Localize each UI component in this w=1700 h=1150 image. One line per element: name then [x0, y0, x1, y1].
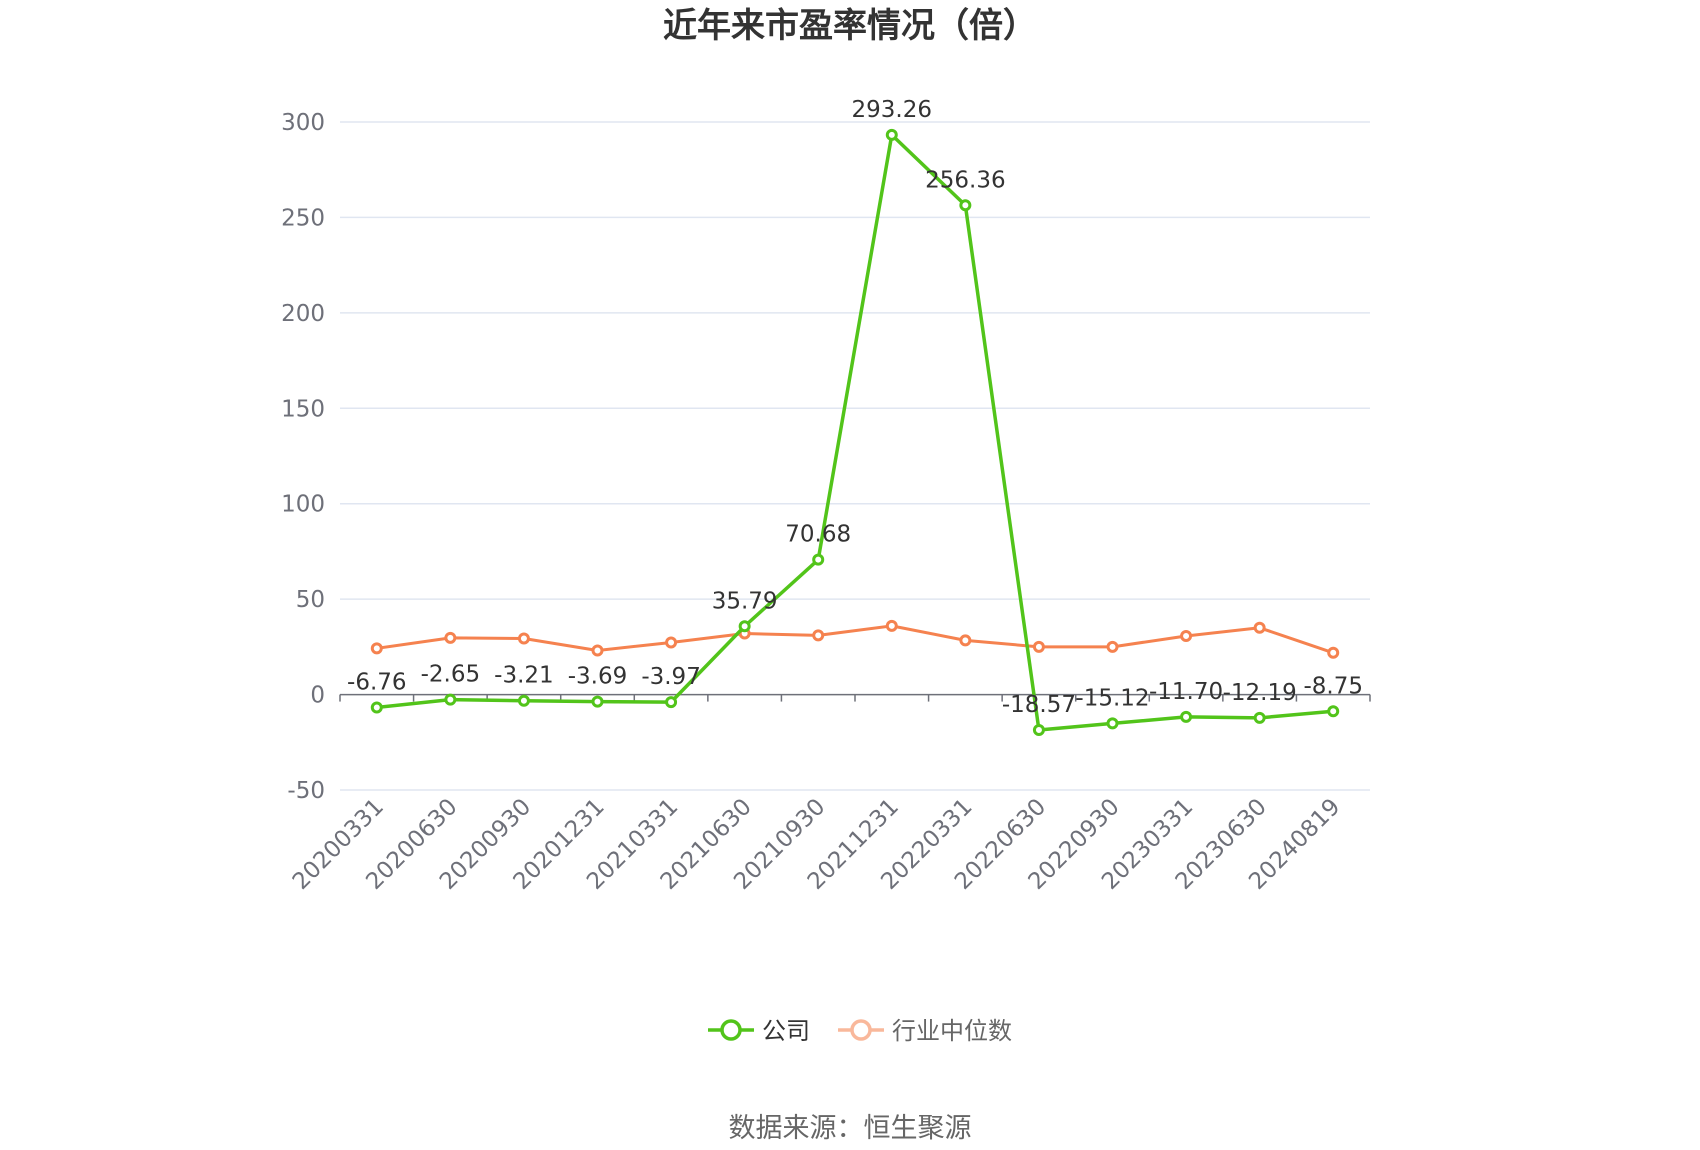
data-label: -12.19 — [1223, 680, 1297, 706]
data-point-industry-median[interactable] — [885, 619, 898, 632]
data-point-industry-median[interactable] — [591, 644, 604, 657]
series-layer — [370, 128, 1340, 737]
y-tick-label: 50 — [296, 587, 325, 613]
data-label: -8.75 — [1303, 673, 1363, 699]
data-point-company[interactable] — [1327, 705, 1340, 718]
data-labels: -6.76 -2.65 -3.21 -3.69 -3.97 35.79 70.68 293.2… — [347, 97, 1363, 718]
data-point-company[interactable] — [959, 199, 972, 212]
data-label: -2.65 — [421, 662, 481, 688]
source-note: 数据来源：恒生聚源 — [729, 1113, 972, 1144]
legend-circle-icon — [720, 1019, 742, 1041]
legend-label: 公司 — [762, 1017, 810, 1045]
data-label: 293.26 — [852, 97, 932, 123]
data-label: -18.57 — [1002, 692, 1076, 718]
data-point-industry-median[interactable] — [1032, 640, 1045, 653]
data-point-industry-median[interactable] — [370, 642, 383, 655]
data-point-company[interactable] — [1180, 710, 1193, 723]
x-axis-tick-labels: 2020033120200630202009302020123120210331… — [288, 794, 1346, 895]
data-point-company[interactable] — [885, 128, 898, 141]
x-axis — [339, 693, 1371, 702]
data-label: -3.21 — [494, 663, 554, 689]
data-label: 256.36 — [925, 167, 1005, 193]
data-label: 35.79 — [712, 588, 778, 614]
data-point-industry-median[interactable] — [1327, 646, 1340, 659]
data-label: -6.76 — [347, 669, 407, 695]
data-point-industry-median[interactable] — [812, 629, 825, 642]
legend-label: 行业中位数 — [892, 1017, 1012, 1045]
data-point-industry-median[interactable] — [517, 632, 530, 645]
data-point-company[interactable] — [812, 553, 825, 566]
data-point-company[interactable] — [370, 701, 383, 714]
data-point-company[interactable] — [1032, 724, 1045, 737]
grid-lines — [340, 121, 1370, 791]
series-line-company — [376, 133, 1334, 732]
data-point-company[interactable] — [1253, 711, 1266, 724]
legend-item-industry-median[interactable]: 行业中位数 — [838, 1017, 1012, 1045]
data-point-industry-median[interactable] — [444, 631, 457, 644]
y-tick-label: 200 — [281, 301, 325, 327]
y-tick-label: 300 — [281, 110, 325, 136]
legend[interactable]: 公司 行业中位数 — [708, 1017, 1012, 1045]
series-line-industry-median — [376, 624, 1334, 655]
legend-item-company[interactable]: 公司 — [708, 1017, 810, 1045]
data-label: -15.12 — [1075, 685, 1149, 711]
data-point-company[interactable] — [665, 696, 678, 709]
data-label: -3.69 — [568, 664, 628, 690]
data-point-industry-median[interactable] — [1106, 640, 1119, 653]
data-point-company[interactable] — [591, 695, 604, 708]
data-point-industry-median[interactable] — [1253, 621, 1266, 634]
data-point-industry-median[interactable] — [1180, 629, 1193, 642]
data-point-industry-median[interactable] — [959, 634, 972, 647]
data-label: 70.68 — [785, 522, 851, 548]
data-label: -11.70 — [1149, 679, 1223, 705]
data-point-company[interactable] — [738, 620, 751, 633]
data-point-company[interactable] — [444, 693, 457, 706]
y-tick-label: 100 — [281, 492, 325, 518]
legend-circle-icon — [850, 1019, 872, 1041]
data-label: -3.97 — [641, 664, 701, 690]
y-tick-label: 250 — [281, 205, 325, 231]
data-point-company[interactable] — [1106, 717, 1119, 730]
y-tick-label: 0 — [310, 683, 325, 709]
data-point-company[interactable] — [517, 694, 530, 707]
y-tick-label: 150 — [281, 396, 325, 422]
chart-title: 近年来市盈率情况（倍） — [663, 6, 1037, 46]
data-point-industry-median[interactable] — [665, 636, 678, 649]
y-tick-label: -50 — [287, 778, 325, 804]
y-axis-tick-labels: -50 0 50 100 150 200 250 300 — [281, 110, 325, 804]
